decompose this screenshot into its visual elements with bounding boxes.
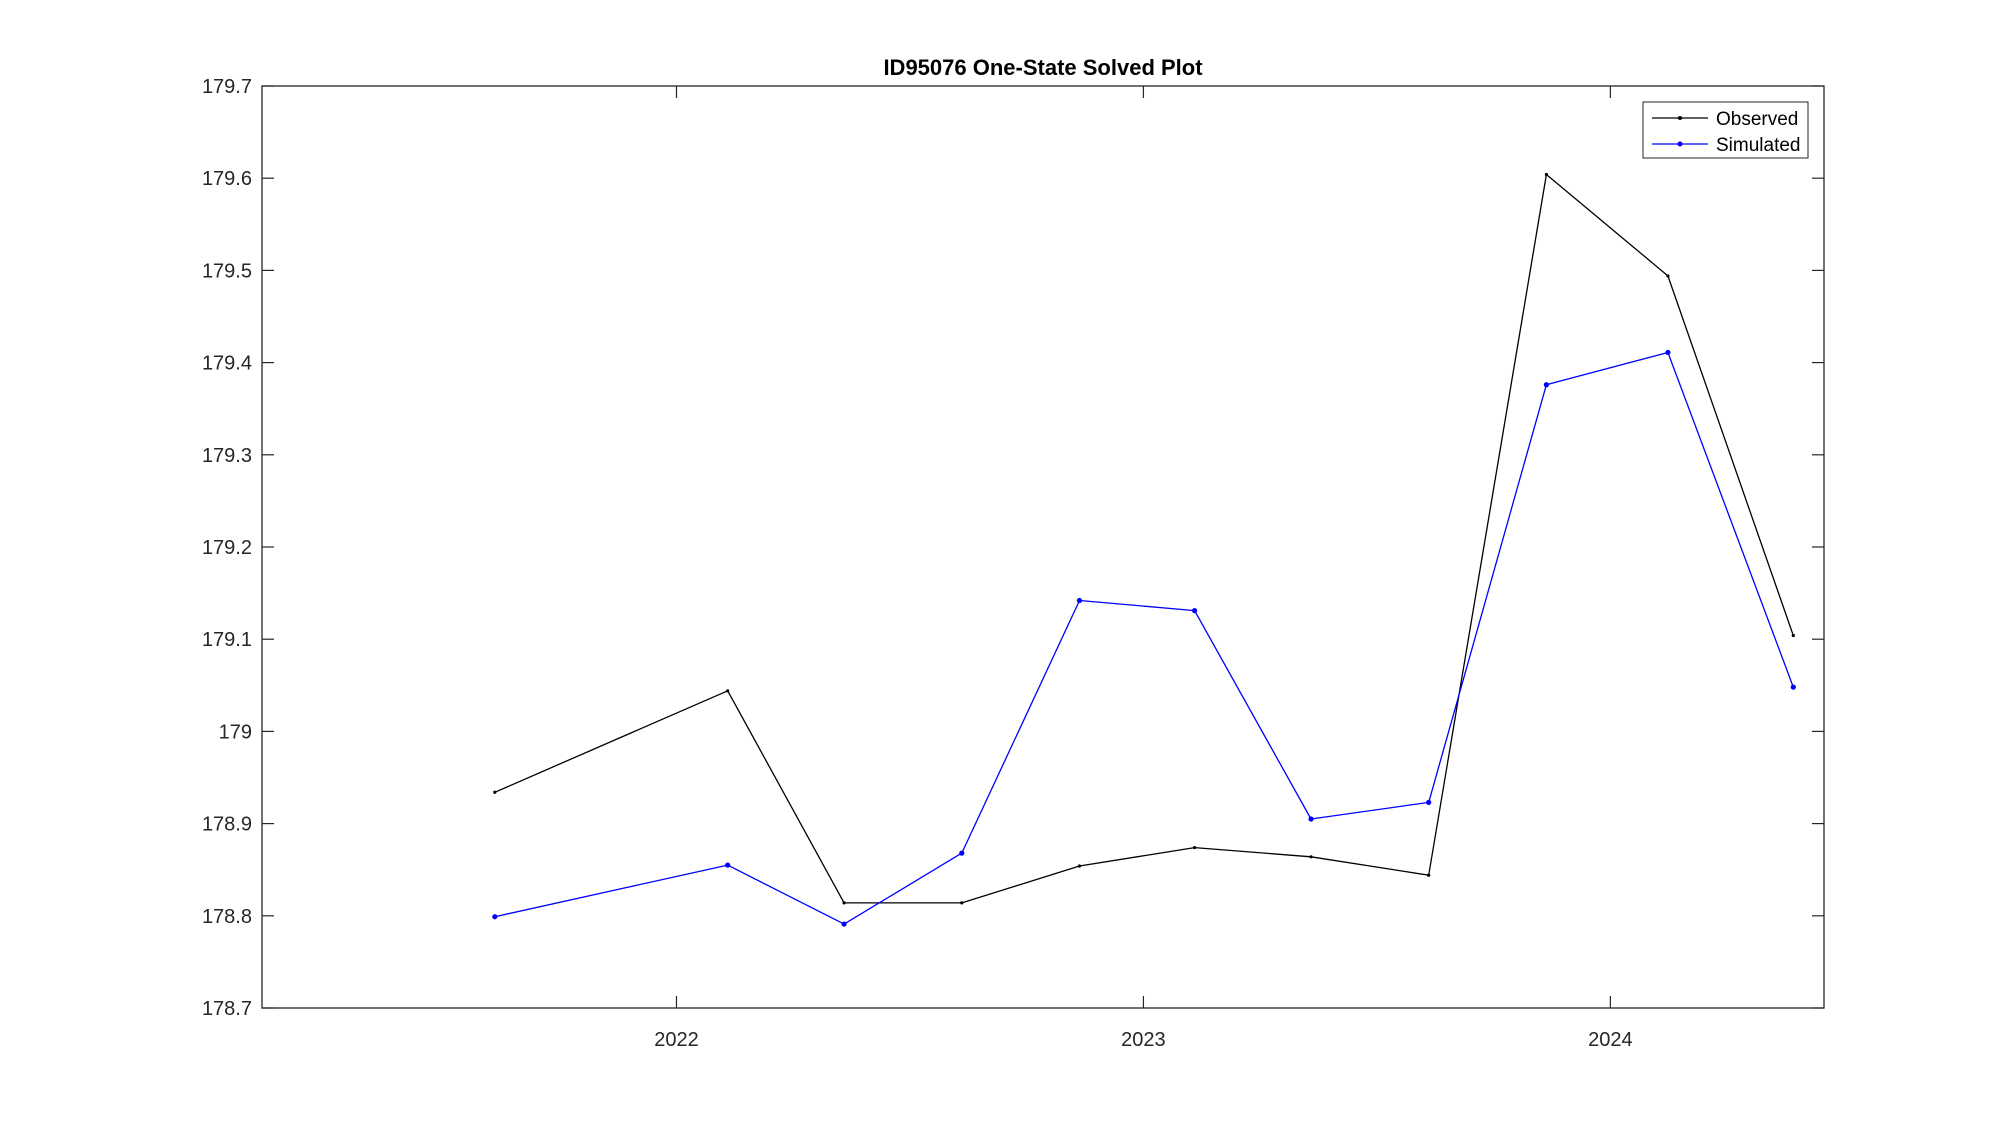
data-point-observed	[726, 689, 730, 693]
y-tick-label: 179	[219, 721, 252, 743]
y-tick-label: 178.9	[202, 814, 252, 836]
data-point-simulated	[1426, 799, 1432, 805]
data-point-observed	[1309, 855, 1313, 859]
y-tick-label: 179.6	[202, 168, 252, 190]
data-point-simulated	[959, 850, 965, 856]
data-point-observed	[1427, 873, 1431, 877]
legend-box	[1642, 101, 1809, 159]
data-point-simulated	[1665, 349, 1671, 356]
x-tick-label: 2023	[1121, 1029, 1166, 1051]
data-point-observed	[1077, 864, 1082, 868]
data-point-simulated	[1790, 684, 1796, 690]
legend-marker-observed	[1678, 116, 1682, 120]
data-point-observed	[1192, 845, 1197, 850]
y-tick-label: 179.7	[202, 76, 252, 98]
data-point-observed	[842, 901, 846, 905]
legend-marker-simulated	[1677, 141, 1683, 147]
y-tick-label: 179.2	[202, 537, 252, 559]
plot-area	[262, 86, 1824, 1008]
x-tick-label: 2022	[654, 1029, 699, 1051]
y-axis-ticks: 178.7 178.8 178.9 179 179.1 179.2 179.3 179.4 17…	[202, 76, 1824, 1020]
legend-label-simulated: Simulated	[1716, 135, 1801, 156]
y-tick-label: 179.4	[202, 353, 252, 375]
data-point-simulated	[492, 914, 498, 920]
data-point-simulated	[1076, 597, 1083, 604]
legend-label-observed: Observed	[1716, 109, 1798, 130]
y-tick-label: 179.5	[202, 260, 252, 282]
chart-title: ID95076 One-State Solved Plot	[883, 55, 1203, 80]
data-point-observed	[493, 790, 497, 794]
data-point-observed	[1544, 172, 1548, 177]
data-point-simulated	[1191, 608, 1198, 614]
y-tick-label: 178.7	[202, 998, 252, 1020]
y-tick-label: 179.1	[202, 629, 252, 651]
x-axis-ticks: 2022 2023 2024	[654, 86, 1633, 1051]
data-point-observed	[960, 901, 964, 905]
data-point-simulated	[1308, 816, 1314, 822]
data-point-simulated	[841, 921, 847, 927]
legend: Observed Simulated	[1642, 101, 1809, 159]
y-tick-label: 179.3	[202, 445, 252, 467]
x-tick-label: 2024	[1588, 1029, 1633, 1051]
axes-box	[261, 85, 1825, 1009]
data-point-simulated	[725, 862, 731, 868]
series-layer	[492, 172, 1796, 927]
data-point-simulated	[1543, 382, 1549, 388]
y-tick-label: 178.8	[202, 906, 252, 928]
data-point-observed	[1791, 633, 1795, 638]
data-point-observed	[1666, 274, 1670, 278]
